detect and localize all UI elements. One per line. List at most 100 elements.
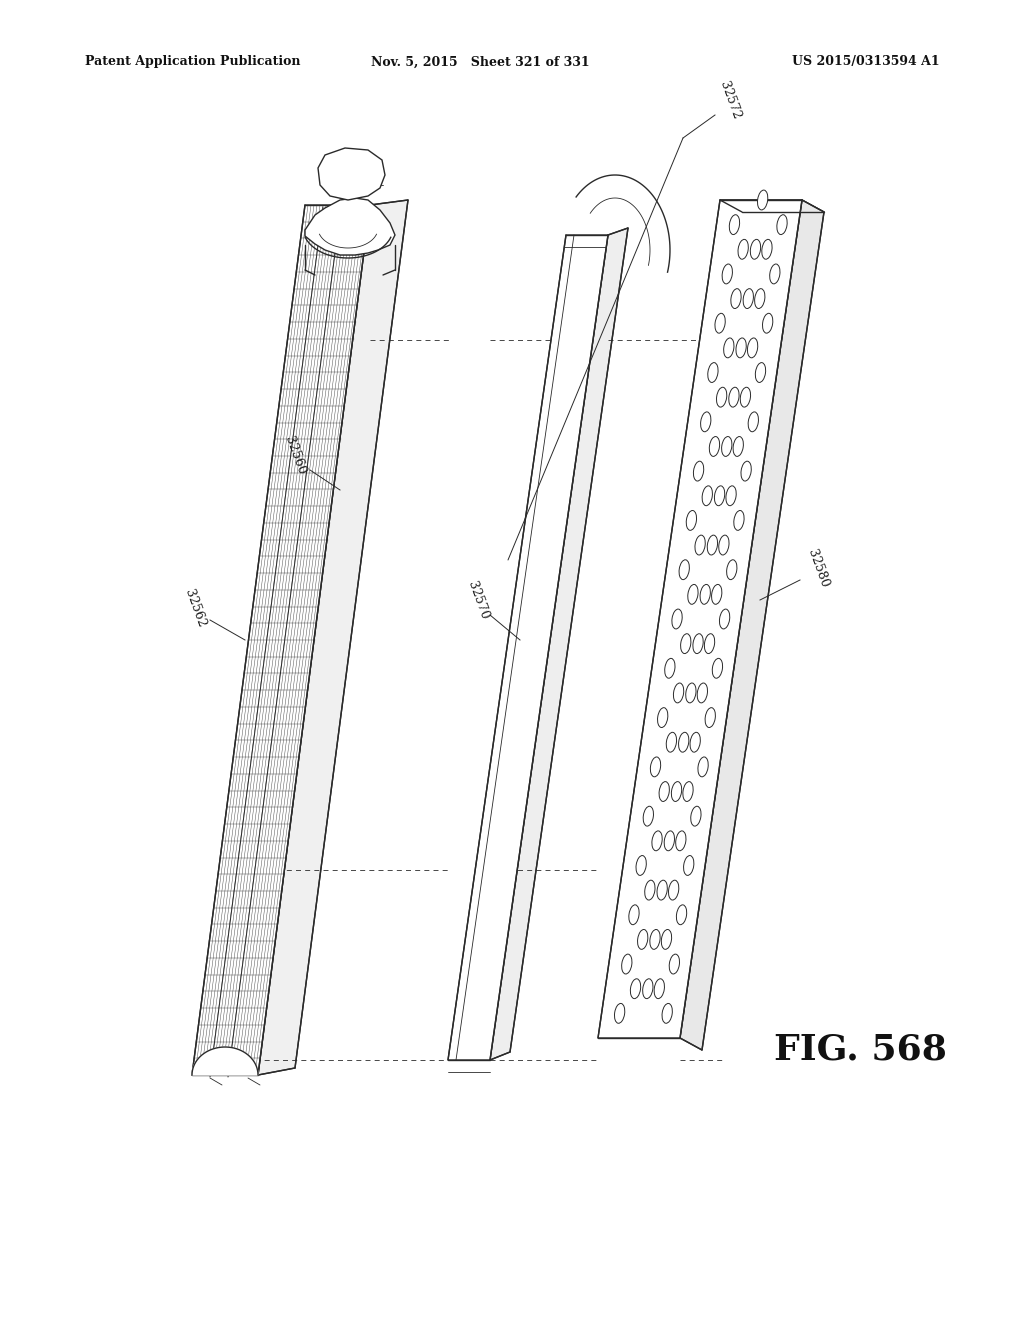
Polygon shape xyxy=(490,228,628,1060)
Ellipse shape xyxy=(722,437,732,457)
Ellipse shape xyxy=(665,830,675,851)
Ellipse shape xyxy=(659,781,670,801)
Ellipse shape xyxy=(708,363,718,383)
Ellipse shape xyxy=(672,609,682,628)
Ellipse shape xyxy=(729,387,739,407)
Ellipse shape xyxy=(679,560,689,579)
Ellipse shape xyxy=(693,634,703,653)
Ellipse shape xyxy=(663,1003,673,1023)
Ellipse shape xyxy=(717,387,727,407)
Ellipse shape xyxy=(645,880,655,900)
Ellipse shape xyxy=(710,437,720,457)
Ellipse shape xyxy=(690,733,700,752)
Ellipse shape xyxy=(679,733,689,752)
Ellipse shape xyxy=(770,264,780,284)
Ellipse shape xyxy=(683,781,693,801)
Ellipse shape xyxy=(684,855,694,875)
Polygon shape xyxy=(193,1047,258,1074)
Ellipse shape xyxy=(749,412,759,432)
Ellipse shape xyxy=(736,338,746,358)
Ellipse shape xyxy=(777,215,787,235)
Ellipse shape xyxy=(751,239,761,259)
Ellipse shape xyxy=(650,929,660,949)
Ellipse shape xyxy=(650,756,660,776)
Ellipse shape xyxy=(724,338,734,358)
Ellipse shape xyxy=(670,954,680,974)
Ellipse shape xyxy=(758,190,768,210)
Ellipse shape xyxy=(712,585,722,605)
Ellipse shape xyxy=(662,929,672,949)
Polygon shape xyxy=(598,201,802,1038)
Ellipse shape xyxy=(734,511,744,531)
Polygon shape xyxy=(318,148,385,201)
Ellipse shape xyxy=(733,437,743,457)
Ellipse shape xyxy=(738,239,749,259)
Text: 32560: 32560 xyxy=(282,434,308,477)
Ellipse shape xyxy=(705,634,715,653)
Ellipse shape xyxy=(756,363,766,383)
Ellipse shape xyxy=(713,659,723,678)
Ellipse shape xyxy=(755,289,765,309)
Ellipse shape xyxy=(636,855,646,875)
Text: US 2015/0313594 A1: US 2015/0313594 A1 xyxy=(793,55,940,69)
Ellipse shape xyxy=(691,807,701,826)
Ellipse shape xyxy=(726,486,736,506)
Ellipse shape xyxy=(719,535,729,554)
Ellipse shape xyxy=(629,904,639,925)
Ellipse shape xyxy=(643,979,653,999)
Ellipse shape xyxy=(667,733,677,752)
Polygon shape xyxy=(449,235,608,1060)
Ellipse shape xyxy=(676,830,686,851)
Ellipse shape xyxy=(698,756,709,776)
Ellipse shape xyxy=(672,781,682,801)
Ellipse shape xyxy=(614,1003,625,1023)
Ellipse shape xyxy=(706,708,716,727)
Ellipse shape xyxy=(722,264,732,284)
Ellipse shape xyxy=(657,708,668,727)
Ellipse shape xyxy=(622,954,632,974)
Ellipse shape xyxy=(697,682,708,702)
Polygon shape xyxy=(305,198,395,255)
Ellipse shape xyxy=(731,289,741,309)
Ellipse shape xyxy=(638,929,648,949)
Polygon shape xyxy=(193,205,370,1074)
Ellipse shape xyxy=(693,461,703,480)
Ellipse shape xyxy=(665,659,675,678)
Ellipse shape xyxy=(686,511,696,531)
Ellipse shape xyxy=(669,880,679,900)
Ellipse shape xyxy=(743,289,754,309)
Text: 32570: 32570 xyxy=(465,579,490,620)
Ellipse shape xyxy=(695,535,706,554)
Text: Nov. 5, 2015   Sheet 321 of 331: Nov. 5, 2015 Sheet 321 of 331 xyxy=(371,55,590,69)
Text: Patent Application Publication: Patent Application Publication xyxy=(85,55,300,69)
Ellipse shape xyxy=(688,585,698,605)
Ellipse shape xyxy=(748,338,758,358)
Text: 32562: 32562 xyxy=(182,587,208,628)
Ellipse shape xyxy=(700,412,711,432)
Ellipse shape xyxy=(643,807,653,826)
Ellipse shape xyxy=(654,979,665,999)
Ellipse shape xyxy=(674,682,684,702)
Ellipse shape xyxy=(741,461,752,480)
Ellipse shape xyxy=(763,313,773,333)
Ellipse shape xyxy=(686,682,696,702)
Ellipse shape xyxy=(631,979,641,999)
Ellipse shape xyxy=(700,585,711,605)
Ellipse shape xyxy=(681,634,691,653)
Ellipse shape xyxy=(708,535,718,554)
Ellipse shape xyxy=(715,313,725,333)
Ellipse shape xyxy=(720,609,730,628)
Ellipse shape xyxy=(702,486,713,506)
Polygon shape xyxy=(680,201,824,1049)
Polygon shape xyxy=(720,201,824,213)
Text: 32572: 32572 xyxy=(717,79,742,121)
Ellipse shape xyxy=(657,880,668,900)
Text: 32580: 32580 xyxy=(805,546,830,589)
Ellipse shape xyxy=(677,904,687,925)
Ellipse shape xyxy=(727,560,737,579)
Polygon shape xyxy=(258,201,408,1074)
Ellipse shape xyxy=(652,830,663,851)
Ellipse shape xyxy=(762,239,772,259)
Text: FIG. 568: FIG. 568 xyxy=(773,1034,946,1067)
Ellipse shape xyxy=(740,387,751,407)
